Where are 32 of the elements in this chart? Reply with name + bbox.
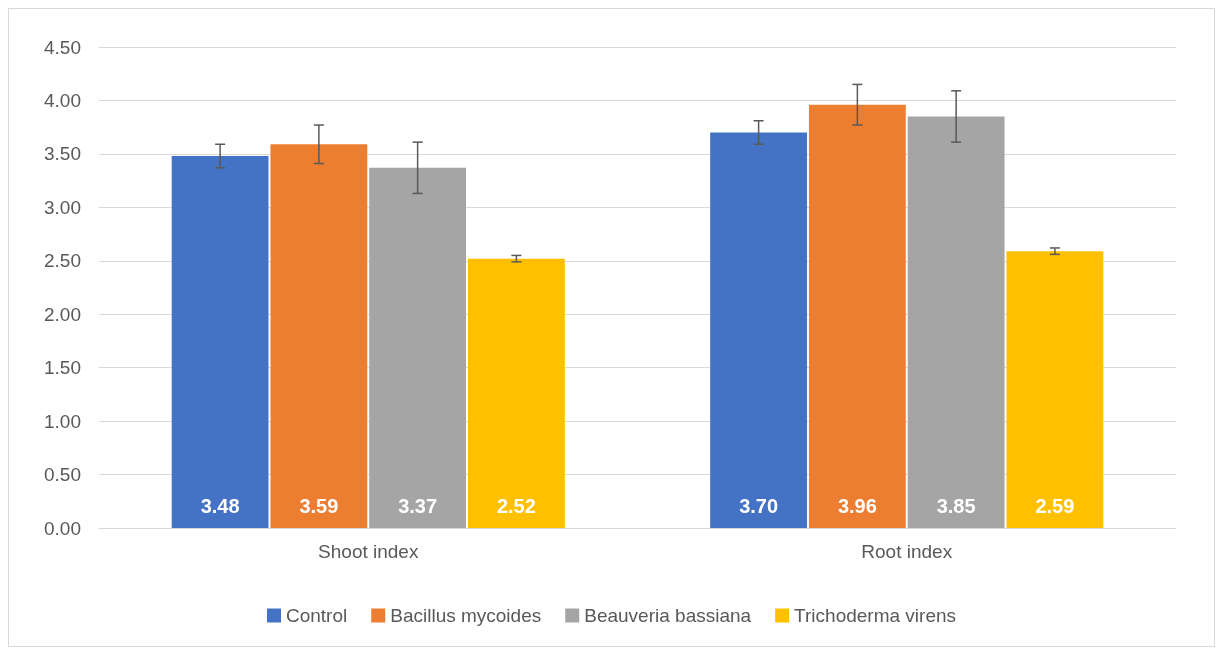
legend-label: Trichoderma virens — [794, 605, 957, 626]
data-label: 2.52 — [496, 495, 536, 517]
y-tick-label: 0.50 — [44, 464, 81, 486]
x-tick-label: Shoot index — [318, 541, 419, 562]
data-label: 2.59 — [1035, 495, 1075, 517]
data-label: 3.85 — [936, 495, 976, 517]
legend-label: Control — [285, 605, 348, 626]
legend-label: Beauveria bassiana — [584, 605, 752, 626]
bar — [710, 132, 808, 528]
bar — [369, 167, 467, 528]
bar — [171, 156, 269, 528]
bar — [270, 144, 368, 528]
y-tick-label: 2.00 — [44, 303, 81, 325]
bar — [907, 116, 1005, 528]
x-tick-label: Root index — [861, 541, 953, 562]
y-tick-label: 1.00 — [44, 410, 81, 432]
y-tick-label: 2.50 — [44, 250, 81, 272]
data-label: 3.70 — [739, 495, 779, 517]
bar — [467, 258, 565, 528]
y-tick-label: 4.00 — [44, 89, 81, 111]
y-tick-label: 1.50 — [44, 357, 81, 379]
y-tick-label: 0.00 — [44, 517, 81, 539]
data-label: 3.59 — [299, 495, 339, 517]
data-label: 3.37 — [398, 495, 438, 517]
y-tick-label: 3.00 — [44, 196, 81, 218]
y-tick-label: 4.50 — [44, 36, 81, 58]
data-label: 3.96 — [837, 495, 877, 517]
legend-label: Bacillus mycoides — [390, 605, 542, 626]
bar — [1006, 251, 1104, 528]
bar — [808, 104, 906, 528]
data-label: 3.48 — [200, 495, 240, 517]
y-tick-label: 3.50 — [44, 143, 81, 165]
